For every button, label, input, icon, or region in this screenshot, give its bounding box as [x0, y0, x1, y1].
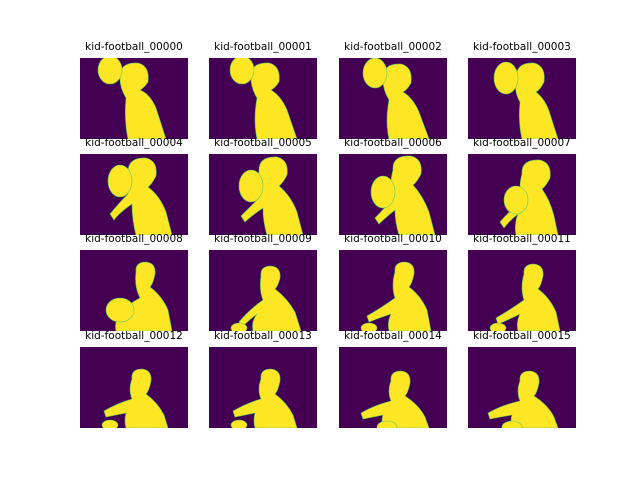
ball-silhouette	[489, 322, 507, 331]
segmentation-mask	[209, 154, 317, 235]
person-silhouette	[250, 62, 298, 139]
ball-silhouette	[229, 58, 255, 85]
frame-title: kid-football_00004	[85, 137, 183, 149]
ball-silhouette	[501, 420, 523, 428]
frame-title: kid-football_00014	[344, 330, 442, 342]
frame-title: kid-football_00000	[85, 41, 183, 53]
frame-title: kid-football_00010	[344, 233, 442, 245]
frame-title: kid-football_00002	[344, 41, 442, 53]
frame-title: kid-football_00011	[473, 233, 571, 245]
ball-silhouette	[493, 61, 519, 95]
ball-silhouette	[503, 185, 529, 215]
person-silhouette	[238, 265, 302, 331]
segmentation-mask	[339, 154, 447, 235]
segmentation-mask	[80, 347, 188, 428]
ball-silhouette	[362, 58, 388, 89]
frame-title: kid-football_00003	[473, 41, 571, 53]
person-silhouette	[103, 368, 169, 428]
segmentation-mask	[339, 58, 447, 139]
person-silhouette	[487, 370, 559, 428]
person-silhouette	[495, 263, 561, 331]
frame-title: kid-football_00006	[344, 137, 442, 149]
ball-silhouette	[105, 297, 135, 323]
person-silhouette	[366, 261, 432, 331]
segmentation-mask	[80, 154, 188, 235]
person-silhouette	[240, 156, 304, 235]
segmentation-mask	[339, 347, 447, 428]
person-silhouette	[360, 370, 430, 428]
person-silhouette	[382, 63, 430, 139]
segmentation-mask	[468, 58, 576, 139]
frame-title: kid-football_00007	[473, 137, 571, 149]
segmentation-mask	[468, 154, 576, 235]
segmentation-mask	[468, 347, 576, 428]
person-silhouette	[119, 62, 167, 139]
frame-title: kid-football_00008	[85, 233, 183, 245]
segmentation-mask	[209, 250, 317, 331]
frame-title: kid-football_00012	[85, 330, 183, 342]
segmentation-mask	[80, 58, 188, 139]
ball-silhouette	[107, 164, 133, 198]
ball-silhouette	[360, 322, 378, 331]
frame-title: kid-football_00009	[214, 233, 312, 245]
person-silhouette	[515, 62, 559, 139]
person-silhouette	[109, 157, 173, 235]
segmentation-mask	[80, 250, 188, 331]
person-silhouette	[232, 368, 298, 428]
segmentation-mask	[209, 58, 317, 139]
segmentation-mask	[209, 347, 317, 428]
frame-title: kid-football_00005	[214, 137, 312, 149]
ball-silhouette	[97, 58, 123, 85]
ball-silhouette	[370, 175, 396, 209]
segmentation-mask	[468, 250, 576, 331]
ball-silhouette	[376, 420, 398, 428]
frame-title: kid-football_00013	[214, 330, 312, 342]
ball-silhouette	[230, 419, 248, 428]
frame-title: kid-football_00015	[473, 330, 571, 342]
ball-silhouette	[230, 322, 248, 331]
segmentation-mask	[339, 250, 447, 331]
ball-silhouette	[101, 419, 119, 428]
frame-title: kid-football_00001	[214, 41, 312, 53]
ball-silhouette	[238, 169, 264, 203]
